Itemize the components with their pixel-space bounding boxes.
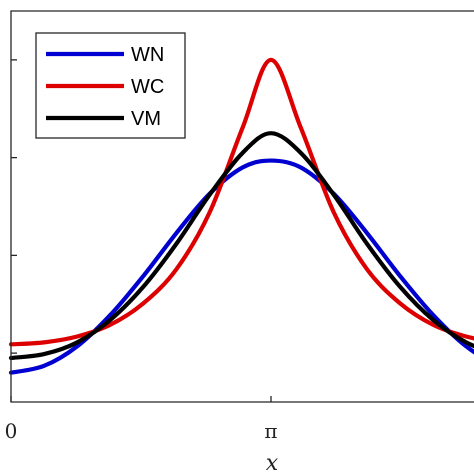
axes-frame <box>10 10 474 403</box>
x-tick-label: π <box>264 419 277 443</box>
series-lines <box>8 57 474 375</box>
x-axis-ticks <box>10 396 272 402</box>
x-tick-label: 0 <box>5 419 18 443</box>
series-line-wc <box>8 57 474 347</box>
legend: WN WC VM <box>35 32 186 139</box>
series-line-vm <box>8 131 474 361</box>
x-axis-label: x <box>266 451 279 474</box>
y-axis-ticks <box>11 59 17 354</box>
legend-label-wc: WC <box>131 76 164 98</box>
legend-label-wn: WN <box>131 44 164 66</box>
legend-label-vm: VM <box>131 108 161 130</box>
